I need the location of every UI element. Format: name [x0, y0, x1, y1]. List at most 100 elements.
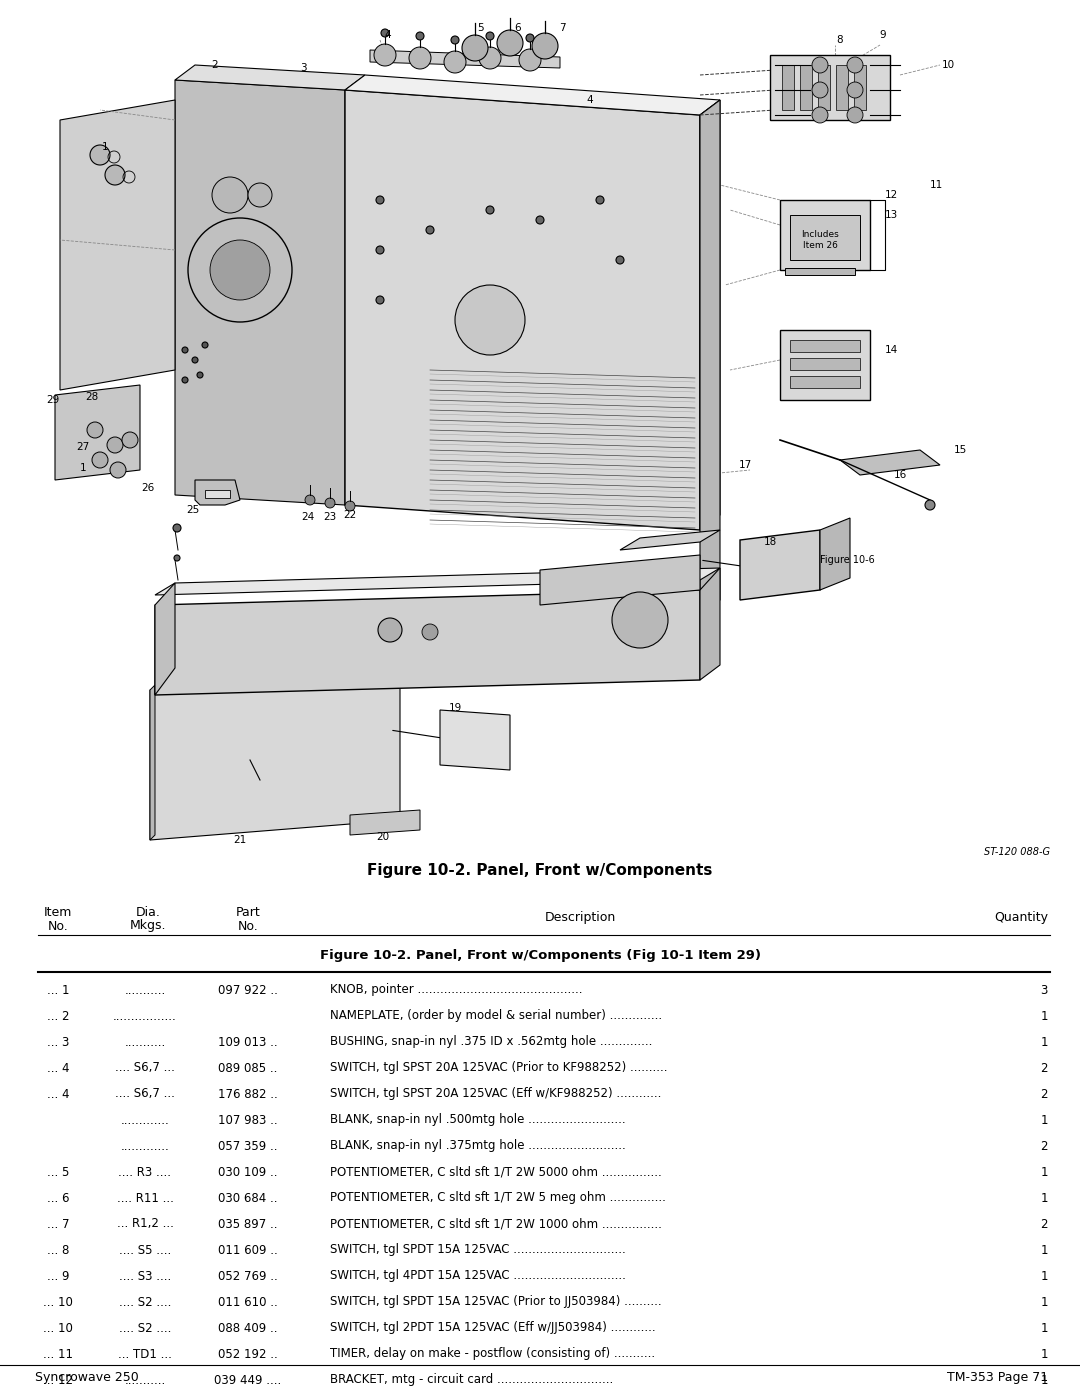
Text: 097 922 ..: 097 922 .. — [218, 983, 278, 996]
Circle shape — [122, 432, 138, 448]
Text: NAMEPLATE, (order by model & serial number) ..............: NAMEPLATE, (order by model & serial numb… — [330, 1010, 662, 1023]
Circle shape — [497, 29, 523, 56]
Text: 7: 7 — [558, 22, 565, 34]
Circle shape — [612, 592, 669, 648]
Text: Syncrowave 250: Syncrowave 250 — [35, 1372, 138, 1384]
Text: ... 5: ... 5 — [46, 1165, 69, 1179]
Text: 2: 2 — [1040, 1218, 1048, 1231]
Circle shape — [376, 196, 384, 204]
Polygon shape — [789, 339, 860, 352]
Circle shape — [92, 453, 108, 468]
Text: Part: Part — [235, 905, 260, 918]
Text: Figure 10-2. Panel, Front w/Components (Fig 10-1 Item 29): Figure 10-2. Panel, Front w/Components (… — [320, 949, 760, 961]
Text: .... S6,7 ...: .... S6,7 ... — [116, 1062, 175, 1074]
Circle shape — [376, 246, 384, 254]
Text: ... 2: ... 2 — [46, 1010, 69, 1023]
Text: No.: No. — [48, 919, 68, 933]
Text: 2: 2 — [1040, 1140, 1048, 1153]
Circle shape — [409, 47, 431, 68]
Text: ... 8: ... 8 — [46, 1243, 69, 1256]
Polygon shape — [782, 66, 794, 110]
Text: 011 609 ..: 011 609 .. — [218, 1243, 278, 1256]
Text: 13: 13 — [885, 210, 899, 219]
Text: 035 897 ..: 035 897 .. — [218, 1218, 278, 1231]
Polygon shape — [60, 101, 175, 390]
Text: .... R3 ....: .... R3 .... — [119, 1165, 172, 1179]
Text: 1: 1 — [1040, 1243, 1048, 1256]
Text: 15: 15 — [954, 446, 967, 455]
Text: SWITCH, tgl 2PDT 15A 125VAC (Eff w/JJ503984) ............: SWITCH, tgl 2PDT 15A 125VAC (Eff w/JJ503… — [330, 1322, 656, 1334]
Polygon shape — [55, 386, 140, 481]
Text: 088 409 ..: 088 409 .. — [218, 1322, 278, 1334]
Circle shape — [426, 226, 434, 235]
Text: 17: 17 — [739, 460, 752, 469]
Text: 25: 25 — [187, 504, 200, 515]
Text: 1: 1 — [1040, 1270, 1048, 1282]
Text: 21: 21 — [233, 835, 246, 845]
Text: ... 10: ... 10 — [43, 1295, 73, 1309]
Text: Dia.: Dia. — [136, 905, 161, 918]
Circle shape — [847, 82, 863, 98]
Polygon shape — [840, 450, 940, 475]
Circle shape — [105, 165, 125, 184]
Text: 28: 28 — [85, 393, 98, 402]
Text: 1: 1 — [1040, 1035, 1048, 1049]
Text: 4: 4 — [586, 95, 593, 105]
Text: 14: 14 — [885, 345, 899, 355]
Text: 4: 4 — [384, 29, 391, 41]
Text: ... 3: ... 3 — [46, 1035, 69, 1049]
Text: POTENTIOMETER, C sltd sft 1/T 2W 1000 ohm ................: POTENTIOMETER, C sltd sft 1/T 2W 1000 oh… — [330, 1218, 662, 1231]
Circle shape — [812, 82, 828, 98]
Text: 16: 16 — [893, 469, 906, 481]
Text: 12: 12 — [885, 190, 899, 200]
Text: 8: 8 — [837, 35, 843, 45]
Circle shape — [532, 34, 558, 59]
Text: .... R11 ...: .... R11 ... — [117, 1192, 174, 1204]
Text: .... S5 ....: .... S5 .... — [119, 1243, 171, 1256]
Circle shape — [486, 205, 494, 214]
Text: TIMER, delay on make - postflow (consisting of) ...........: TIMER, delay on make - postflow (consist… — [330, 1348, 656, 1361]
Text: 27: 27 — [77, 441, 90, 453]
Circle shape — [455, 285, 525, 355]
Polygon shape — [345, 75, 720, 115]
Text: 1: 1 — [1040, 1348, 1048, 1361]
Text: ... 1: ... 1 — [46, 983, 69, 996]
Text: 26: 26 — [141, 483, 154, 493]
Circle shape — [812, 108, 828, 123]
Text: POTENTIOMETER, C sltd sft 1/T 2W 5 meg ohm ...............: POTENTIOMETER, C sltd sft 1/T 2W 5 meg o… — [330, 1192, 666, 1204]
Circle shape — [381, 29, 389, 36]
Text: 1: 1 — [1040, 1165, 1048, 1179]
Text: 1: 1 — [1040, 1010, 1048, 1023]
Circle shape — [847, 108, 863, 123]
Text: Item: Item — [44, 905, 72, 918]
Polygon shape — [345, 89, 700, 529]
Circle shape — [202, 342, 208, 348]
Polygon shape — [620, 529, 720, 550]
Circle shape — [107, 437, 123, 453]
Polygon shape — [740, 529, 820, 599]
Text: Description: Description — [544, 911, 616, 925]
Text: SWITCH, tgl SPDT 15A 125VAC ..............................: SWITCH, tgl SPDT 15A 125VAC ............… — [330, 1243, 625, 1256]
Text: 039 449 ....: 039 449 .... — [214, 1373, 282, 1386]
Circle shape — [188, 218, 292, 321]
Circle shape — [526, 34, 534, 42]
Text: Figure 10-2. Panel, Front w/Components: Figure 10-2. Panel, Front w/Components — [367, 862, 713, 877]
Text: 29: 29 — [46, 395, 59, 405]
Text: 1: 1 — [1040, 1192, 1048, 1204]
Text: ... 11: ... 11 — [43, 1348, 73, 1361]
Circle shape — [90, 145, 110, 165]
Polygon shape — [700, 101, 720, 529]
Text: ...........: ........... — [124, 1035, 165, 1049]
Polygon shape — [195, 481, 240, 504]
Text: ST-120 088-G: ST-120 088-G — [984, 847, 1050, 856]
Text: ... 12: ... 12 — [43, 1373, 73, 1386]
Circle shape — [110, 462, 126, 478]
Text: ...........: ........... — [124, 1373, 165, 1386]
Circle shape — [480, 47, 501, 68]
Polygon shape — [770, 54, 890, 120]
Text: ... 4: ... 4 — [46, 1062, 69, 1074]
Circle shape — [422, 624, 438, 640]
Polygon shape — [785, 268, 855, 275]
Polygon shape — [175, 66, 365, 89]
Text: BRACKET, mtg - circuit card ...............................: BRACKET, mtg - circuit card ............… — [330, 1373, 613, 1386]
